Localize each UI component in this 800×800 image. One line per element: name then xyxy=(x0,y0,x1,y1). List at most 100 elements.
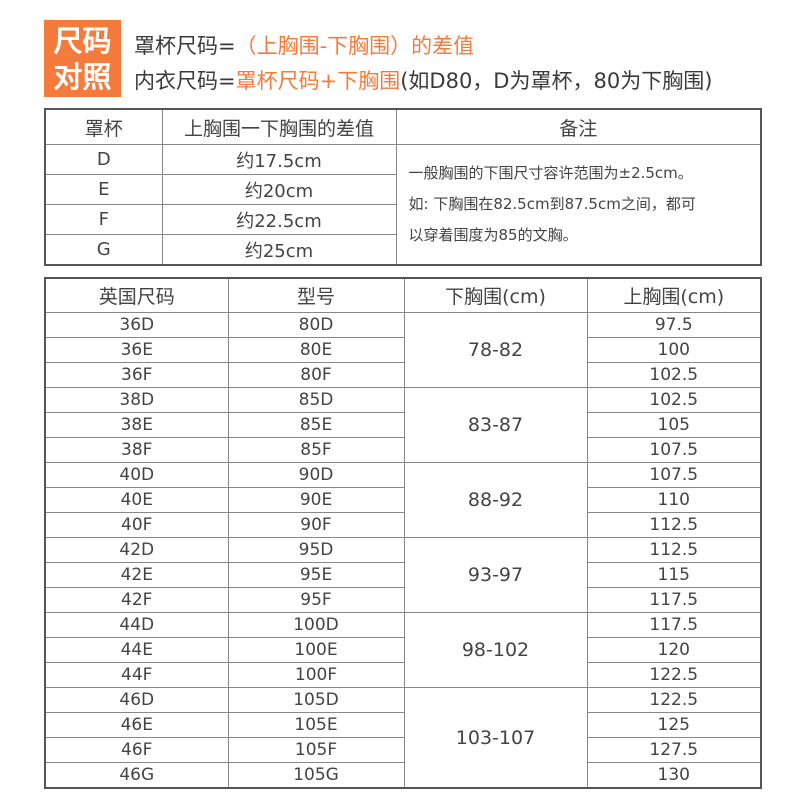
table-row: 46E 105E 125 xyxy=(44,712,762,738)
model-cell: 100E xyxy=(227,637,405,663)
underbust-cell: 98-102 xyxy=(403,612,588,688)
uk-size-cell: 38F xyxy=(44,437,229,463)
model-cell: 90E xyxy=(227,487,405,513)
cup-difference-table: 罩杯 上胸围一下胸围的差值 备注 D 约17.5cm 一般胸围的下围尺寸容许范围为±… xyxy=(44,108,762,266)
size-formula-highlight: 罩杯尺码+下胸围 xyxy=(235,69,401,93)
table-row: 44E 100E 120 xyxy=(44,637,762,663)
bust-cell: 110 xyxy=(586,487,762,513)
bust-cell: 130 xyxy=(586,762,762,789)
bust-cell: 125 xyxy=(586,712,762,738)
uk-size-cell: 36F xyxy=(44,362,229,388)
underbust-cell: 78-82 xyxy=(403,312,588,388)
model-cell: 85F xyxy=(227,437,405,463)
model-cell: 95F xyxy=(227,587,405,613)
uk-size-cell: 46G xyxy=(44,762,229,789)
table-row: 46G 105G 130 xyxy=(44,762,762,789)
header-cup: 罩杯 xyxy=(44,108,163,145)
header-bust: 上胸围(cm) xyxy=(586,277,762,313)
bust-cell: 127.5 xyxy=(586,737,762,763)
size-conversion-table: 英国尺码 型号 下胸围(cm) 上胸围(cm) 36D 80D 78-82 97.5 3… xyxy=(44,277,762,789)
bust-cell: 105 xyxy=(586,412,762,438)
model-cell: 100D xyxy=(227,612,405,638)
note-line: 如: 下胸围在82.5cm到87.5cm之间，都可 xyxy=(408,195,696,213)
uk-size-cell: 36D xyxy=(44,312,229,338)
table-row: G 约25cm xyxy=(44,234,761,266)
underbust-cell: 83-87 xyxy=(403,387,588,463)
model-cell: 80D xyxy=(227,312,405,338)
bust-cell: 122.5 xyxy=(586,662,762,688)
table-row: 38E 85E 105 xyxy=(44,412,762,438)
model-cell: 105E xyxy=(227,712,405,738)
table-row: 42F 95F 117.5 xyxy=(44,587,762,613)
badge-line-1: 尺码 xyxy=(53,23,112,58)
table-header: 罩杯 上胸围一下胸围的差值 备注 xyxy=(44,108,762,145)
model-cell: 95E xyxy=(227,562,405,588)
uk-size-cell: 36E xyxy=(44,337,229,363)
model-cell: 95D xyxy=(227,537,405,563)
model-cell: 85D xyxy=(227,387,405,413)
model-cell: 80E xyxy=(227,337,405,363)
cup-cell: F xyxy=(44,204,163,235)
difference-cell: 约22.5cm xyxy=(161,204,397,235)
header-underbust: 下胸围(cm) xyxy=(403,277,588,313)
size-formula: 内衣尺码=罩杯尺码+下胸围(如D80，D为罩杯，80为下胸围) xyxy=(134,65,712,95)
bust-cell: 100 xyxy=(586,337,762,363)
bust-cell: 97.5 xyxy=(586,312,762,338)
size-formula-suffix: (如D80，D为罩杯，80为下胸围) xyxy=(400,69,713,93)
uk-size-cell: 40D xyxy=(44,462,229,488)
table-row: 40F 90F 112.5 xyxy=(44,512,762,538)
bust-cell: 112.5 xyxy=(586,537,762,563)
header-difference: 上胸围一下胸围的差值 xyxy=(161,108,397,145)
uk-size-cell: 38D xyxy=(44,387,229,413)
uk-size-cell: 42E xyxy=(44,562,229,588)
underbust-cell: 93-97 xyxy=(403,537,588,613)
bust-cell: 102.5 xyxy=(586,362,762,388)
table-row: 38F 85F 107.5 xyxy=(44,437,762,463)
uk-size-cell: 46F xyxy=(44,737,229,763)
uk-size-cell: 44E xyxy=(44,637,229,663)
bust-cell: 112.5 xyxy=(586,512,762,538)
bust-cell: 102.5 xyxy=(586,387,762,413)
uk-size-cell: 42D xyxy=(44,537,229,563)
cup-formula: 罩杯尺码=（上胸围-下胸围）的差值 xyxy=(134,30,474,60)
table-row: 36F 80F 102.5 xyxy=(44,362,762,388)
difference-cell: 约17.5cm xyxy=(161,144,397,175)
note-cell: 一般胸围的下围尺寸容许范围为±2.5cm。 如: 下胸围在82.5cm到87.5c… xyxy=(395,144,762,266)
table-row: 46F 105F 127.5 xyxy=(44,737,762,763)
table-row: 46D 105D 103-107 122.5 xyxy=(44,687,762,789)
table-row: 40E 90E 110 xyxy=(44,487,762,513)
model-cell: 80F xyxy=(227,362,405,388)
header-note: 备注 xyxy=(395,108,762,145)
table-row: 44D 100D 98-102 117.5 xyxy=(44,612,762,688)
uk-size-cell: 38E xyxy=(44,412,229,438)
table-row: 44F 100F 122.5 xyxy=(44,662,762,688)
cup-cell: G xyxy=(44,234,163,266)
note-line: 以穿着围度为85的文胸。 xyxy=(408,226,578,244)
uk-size-cell: 40F xyxy=(44,512,229,538)
size-chart-badge: 尺码 对照 xyxy=(44,20,121,97)
cup-formula-highlight: （上胸围-下胸围）的差值 xyxy=(235,34,475,58)
cup-cell: E xyxy=(44,174,163,205)
model-cell: 100F xyxy=(227,662,405,688)
underbust-cell: 103-107 xyxy=(403,687,588,789)
bust-cell: 107.5 xyxy=(586,462,762,488)
header-model: 型号 xyxy=(227,277,405,313)
model-cell: 105G xyxy=(227,762,405,789)
table-row: D 约17.5cm 一般胸围的下围尺寸容许范围为±2.5cm。 如: 下胸围在82.5… xyxy=(44,144,762,266)
bust-cell: 120 xyxy=(586,637,762,663)
uk-size-cell: 44F xyxy=(44,662,229,688)
difference-cell: 约20cm xyxy=(161,174,397,205)
table-row: 42D 95D 93-97 112.5 xyxy=(44,537,762,613)
uk-size-cell: 44D xyxy=(44,612,229,638)
model-cell: 105F xyxy=(227,737,405,763)
difference-cell: 约25cm xyxy=(161,234,397,266)
uk-size-cell: 46D xyxy=(44,687,229,713)
bust-cell: 117.5 xyxy=(586,612,762,638)
table-row: 36D 80D 78-82 97.5 xyxy=(44,312,762,388)
table-row: 42E 95E 115 xyxy=(44,562,762,588)
header-uk-size: 英国尺码 xyxy=(44,277,229,313)
uk-size-cell: 42F xyxy=(44,587,229,613)
bust-cell: 107.5 xyxy=(586,437,762,463)
note-line: 一般胸围的下围尺寸容许范围为±2.5cm。 xyxy=(408,164,693,182)
table-header: 英国尺码 型号 下胸围(cm) 上胸围(cm) xyxy=(44,277,762,313)
